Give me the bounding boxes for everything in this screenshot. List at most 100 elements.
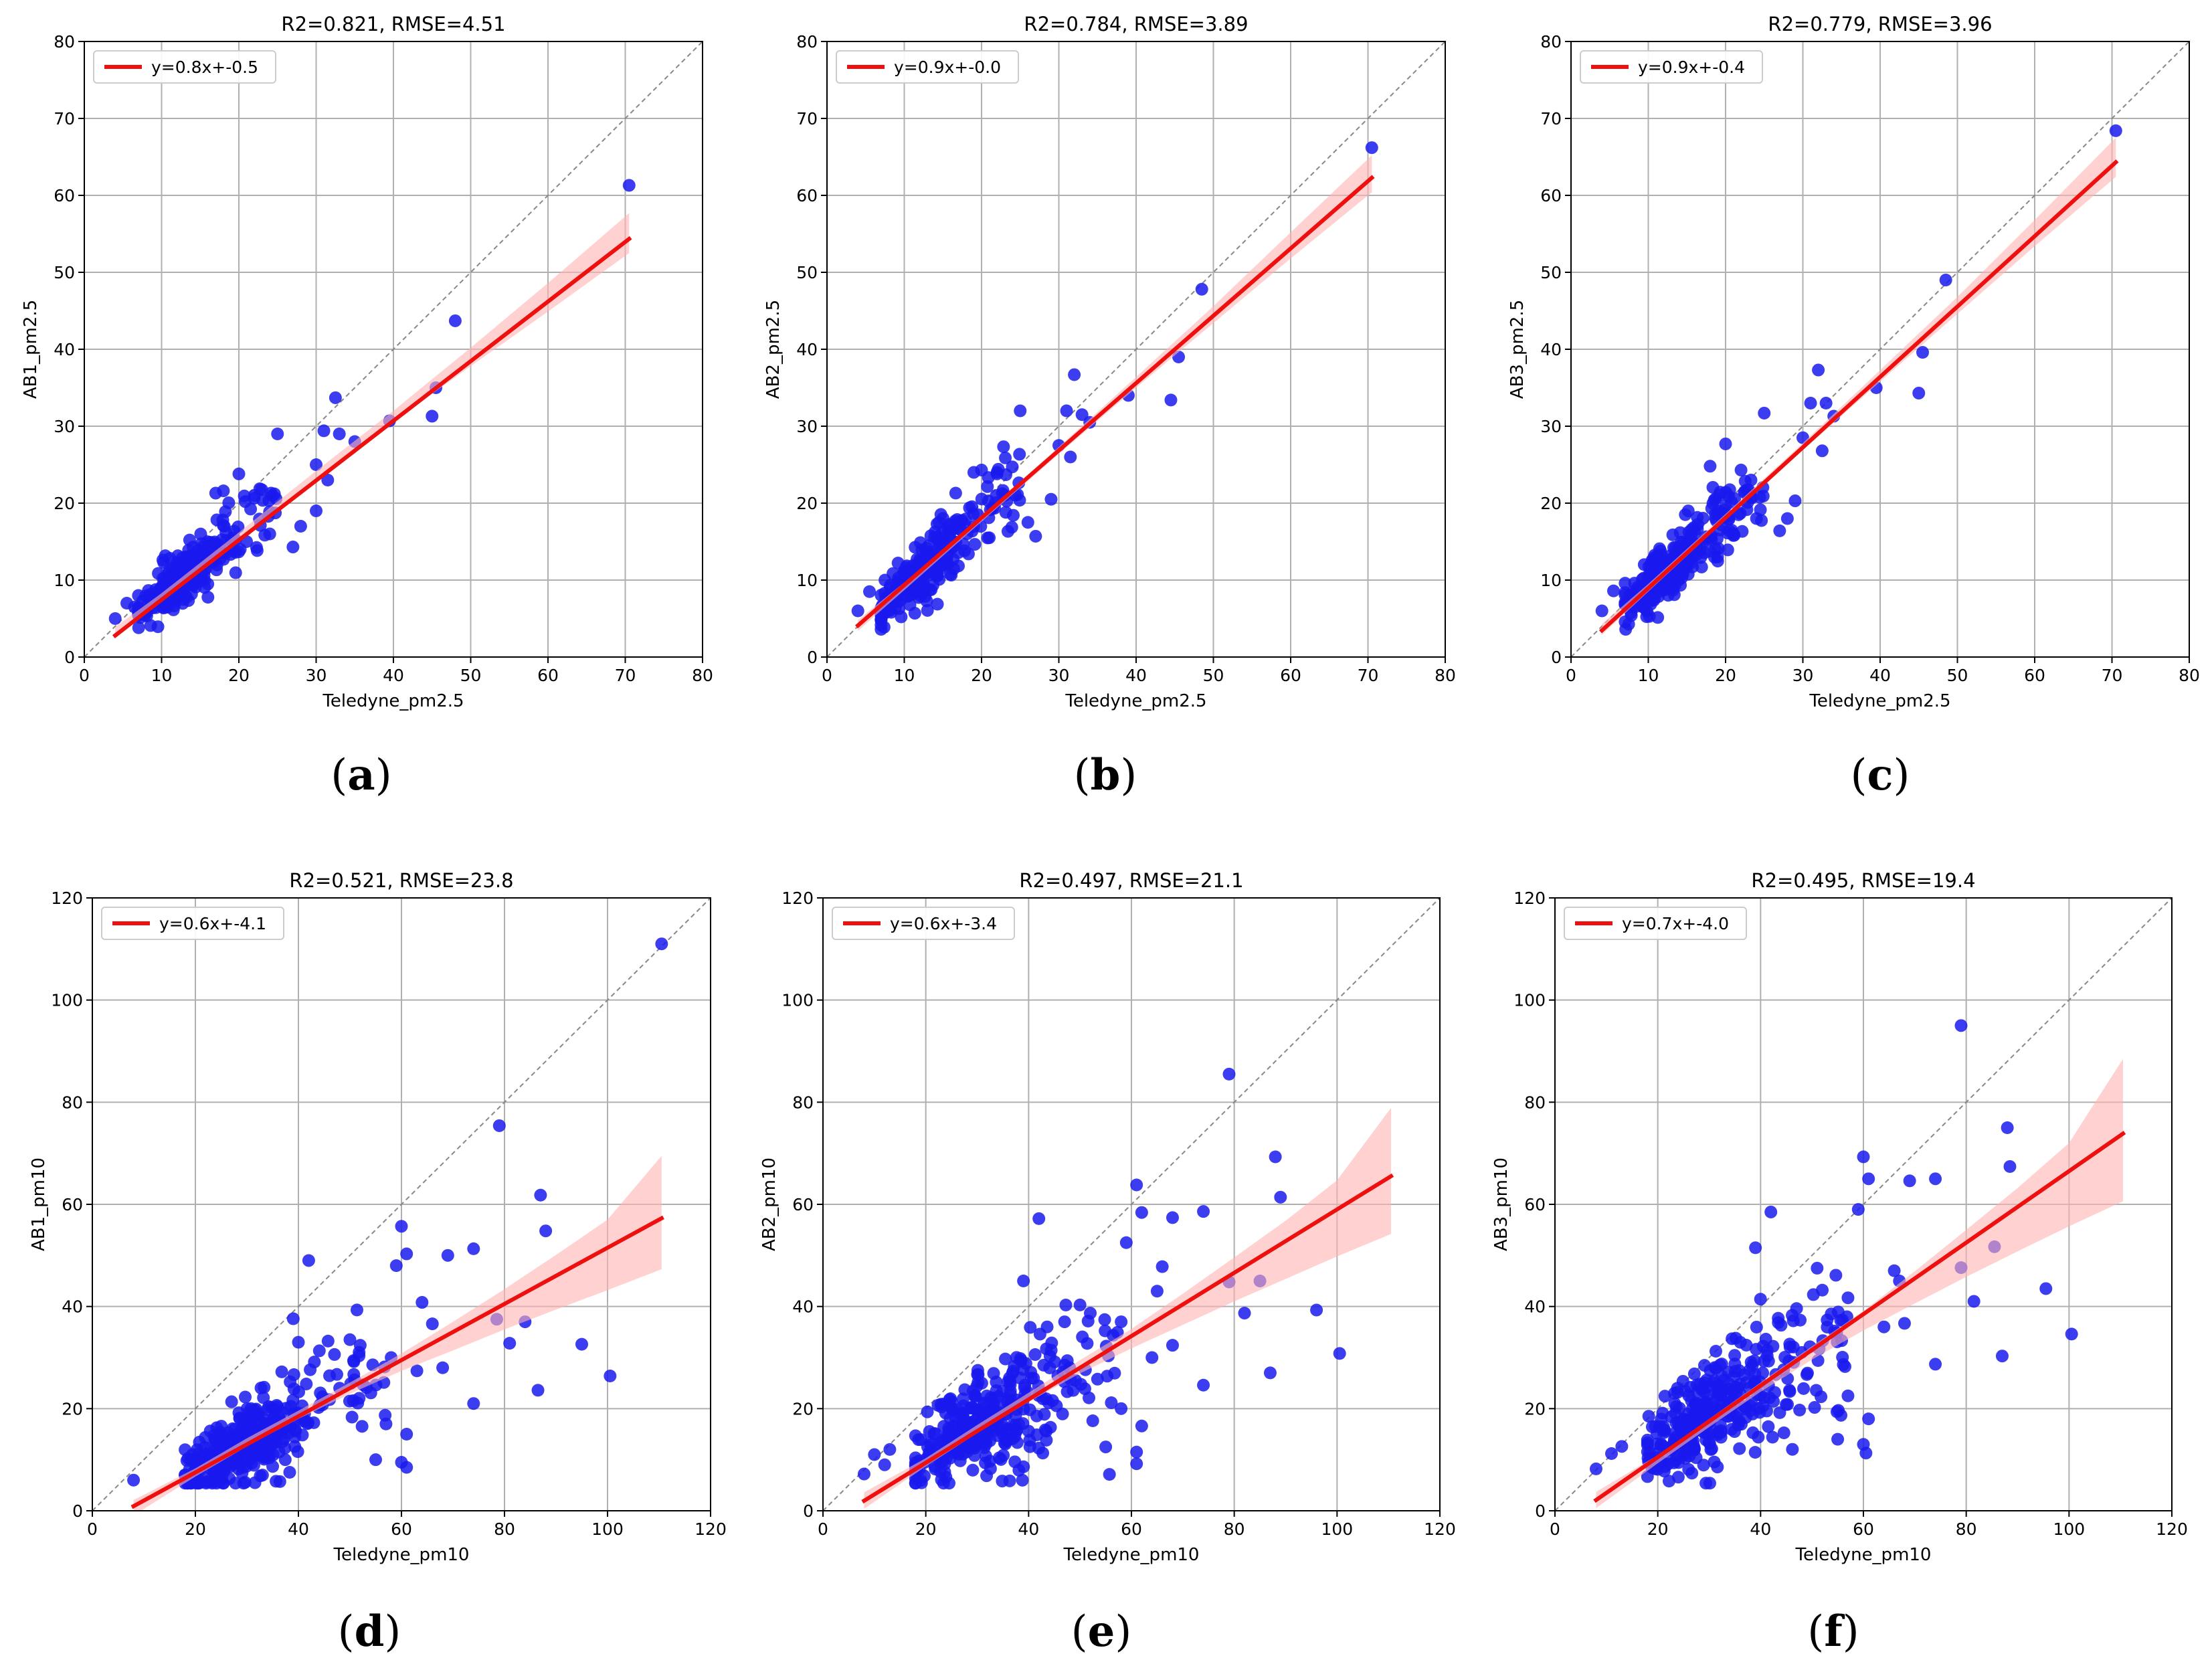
data-point xyxy=(981,480,994,493)
data-point xyxy=(1929,1172,1942,1186)
data-point xyxy=(1166,1339,1179,1352)
data-point xyxy=(1916,346,1930,359)
data-point xyxy=(132,589,145,602)
regression-line xyxy=(1593,1131,2126,1503)
y-tick-label: 20 xyxy=(62,1399,83,1418)
y-tick-label: 40 xyxy=(54,340,75,359)
y-tick-label: 20 xyxy=(1540,494,1562,513)
data-point xyxy=(1703,1437,1716,1450)
data-point xyxy=(1939,274,1952,286)
data-point xyxy=(947,562,960,575)
data-point xyxy=(1841,1291,1855,1305)
data-point xyxy=(1044,492,1058,506)
data-point xyxy=(1780,512,1794,525)
data-point xyxy=(1689,1397,1702,1410)
x-tick-label: 40 xyxy=(383,666,404,685)
data-point xyxy=(952,1447,965,1461)
data-point xyxy=(1038,1408,1051,1421)
chart-title: R2=0.497, RMSE=21.1 xyxy=(1019,869,1243,892)
data-point xyxy=(275,1365,288,1378)
data-point xyxy=(222,496,236,509)
x-tick-label: 20 xyxy=(915,1519,937,1539)
chart-title: R2=0.495, RMSE=19.4 xyxy=(1751,869,1975,892)
data-point xyxy=(972,1376,985,1389)
data-point xyxy=(1711,1461,1724,1474)
data-point xyxy=(1641,1433,1654,1447)
data-point xyxy=(893,595,906,608)
data-point xyxy=(1619,615,1632,628)
x-tick-label: 0 xyxy=(818,1519,828,1539)
data-point xyxy=(286,1312,300,1325)
data-point xyxy=(1721,543,1734,557)
data-point xyxy=(1709,1344,1722,1358)
regression-line xyxy=(861,1173,1394,1504)
data-point xyxy=(395,1220,408,1233)
data-point xyxy=(1733,1442,1746,1455)
y-tick-label: 80 xyxy=(62,1093,83,1112)
data-point xyxy=(1797,1382,1811,1395)
x-tick-label: 60 xyxy=(1121,1519,1142,1539)
chart-panel-e: 0 20 40 60 80 100 120 0 20 40 60 80 100 120 y=0.6x+-3.… xyxy=(759,869,1456,1657)
data-point xyxy=(1693,1377,1707,1390)
data-point xyxy=(1043,1350,1056,1363)
x-tick-label: 100 xyxy=(1321,1519,1353,1539)
data-point xyxy=(1076,1330,1089,1344)
caption-letter: f xyxy=(1824,1606,1845,1657)
confidence-band xyxy=(115,213,630,639)
x-axis-label: Teledyne_pm10 xyxy=(1063,1545,1200,1565)
y-tick-label: 100 xyxy=(51,991,83,1010)
y-tick-label: 120 xyxy=(51,889,83,908)
y-tick-label: 120 xyxy=(781,889,814,908)
data-point xyxy=(436,1361,450,1374)
data-point xyxy=(128,600,141,614)
data-point xyxy=(302,1254,315,1267)
data-point xyxy=(271,428,284,440)
data-point xyxy=(975,492,988,506)
data-point xyxy=(1801,1366,1814,1380)
x-tick-label: 20 xyxy=(1715,666,1736,685)
data-point xyxy=(1021,516,1034,529)
legend: y=0.9x+-0.0 xyxy=(836,50,1019,84)
x-tick-label: 0 xyxy=(1566,666,1576,685)
y-tick-label: 60 xyxy=(792,1195,814,1214)
data-point xyxy=(321,1334,335,1348)
caption-letter: d xyxy=(355,1606,385,1657)
data-point xyxy=(364,1386,377,1400)
data-point xyxy=(1793,1404,1807,1417)
data-point xyxy=(1004,1378,1017,1392)
data-point xyxy=(1017,1275,1030,1287)
data-point xyxy=(232,521,245,534)
data-point xyxy=(604,1369,617,1382)
data-point xyxy=(1115,1315,1128,1329)
data-point xyxy=(448,314,462,327)
plot-area xyxy=(823,898,1440,1511)
data-point xyxy=(1028,1348,1042,1361)
data-point xyxy=(909,1477,922,1490)
y-tick-label: 50 xyxy=(1540,263,1562,282)
y-tick-label: 80 xyxy=(1524,1093,1546,1112)
data-point xyxy=(217,484,230,498)
data-point xyxy=(265,1400,278,1414)
y-tick-label: 30 xyxy=(796,417,818,436)
y-tick-label: 120 xyxy=(1513,889,1546,908)
data-point xyxy=(1851,1203,1865,1216)
x-tick-label: 10 xyxy=(1638,666,1659,685)
data-point xyxy=(1673,540,1686,553)
data-point xyxy=(1829,1269,1843,1282)
data-point xyxy=(1197,1205,1210,1218)
data-point xyxy=(958,1383,972,1396)
data-point xyxy=(990,1400,1003,1413)
x-tick-label: 40 xyxy=(1869,666,1891,685)
data-point xyxy=(965,1400,978,1414)
data-point xyxy=(1619,588,1632,601)
y-tick-label: 80 xyxy=(792,1093,814,1112)
data-point xyxy=(328,1348,341,1361)
chart-panel-a: 0 10 20 30 40 50 60 70 80 0 10 20 30 40 50 60 70 80 y=0.8x… xyxy=(21,13,713,800)
x-tick-label: 0 xyxy=(87,1519,98,1539)
caption-close-paren: ) xyxy=(1115,1607,1131,1657)
data-point xyxy=(622,179,636,192)
y-tick-label: 60 xyxy=(1524,1195,1546,1214)
data-point xyxy=(883,1443,897,1456)
data-point xyxy=(1061,1385,1074,1398)
data-point xyxy=(1701,1388,1714,1401)
